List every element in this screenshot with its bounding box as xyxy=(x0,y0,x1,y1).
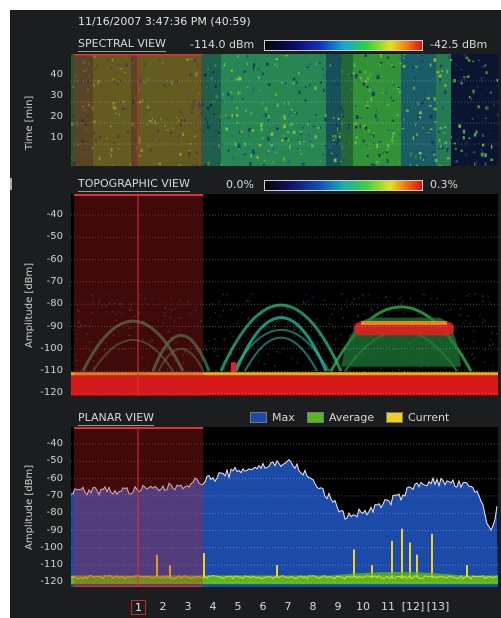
y-tick-label: -60 xyxy=(46,472,63,484)
channel-4[interactable]: 4 xyxy=(209,600,217,613)
y-tick-label: 20 xyxy=(50,111,63,122)
y-tick-label: -90 xyxy=(46,524,63,536)
topographic-scale-max: 0.3% xyxy=(430,178,458,191)
planar-plot[interactable] xyxy=(71,427,498,587)
channel-5[interactable]: 5 xyxy=(234,600,242,613)
channel-10[interactable]: 10 xyxy=(356,600,370,613)
legend-max-label: Max xyxy=(272,411,295,424)
topographic-scale-min: 0.0% xyxy=(226,178,254,191)
channel-2[interactable]: 2 xyxy=(159,600,167,613)
y-tick-label: -100 xyxy=(40,342,63,354)
legend-current-label: Current xyxy=(408,411,450,424)
y-tick-label: -110 xyxy=(40,365,63,377)
y-tick-label: -60 xyxy=(46,253,63,265)
legend-average: Average xyxy=(307,411,374,424)
channel-8[interactable]: 8 xyxy=(309,600,317,613)
legend-current-swatch xyxy=(386,412,403,423)
channel-6[interactable]: 6 xyxy=(259,600,267,613)
y-tick-label: -80 xyxy=(46,507,63,519)
y-tick-label: -90 xyxy=(46,320,63,332)
spectral-view-title: SPECTRAL VIEW xyxy=(78,37,166,52)
topographic-plot[interactable] xyxy=(71,194,498,396)
spectrum-analyzer-window: 11/16/2007 3:47:36 PM (40:59) SPECTRAL V… xyxy=(10,10,501,618)
y-tick-label: 40 xyxy=(50,69,63,80)
topographic-color-scale xyxy=(264,180,423,191)
y-tick-label: -70 xyxy=(46,275,63,287)
y-tick-label: 30 xyxy=(50,90,63,101)
y-tick-label: -50 xyxy=(46,455,63,467)
channel-9[interactable]: 9 xyxy=(334,600,342,613)
legend-max: Max xyxy=(250,411,295,424)
channel-1[interactable]: 1 xyxy=(131,600,146,615)
edge-marker xyxy=(10,178,12,190)
legend-average-label: Average xyxy=(329,411,375,424)
topographic-view-title: TOPOGRAPHIC VIEW xyxy=(78,177,190,192)
y-tick-label: -120 xyxy=(40,387,63,399)
spectral-plot[interactable] xyxy=(71,54,498,166)
spectral-scale-min: -114.0 dBm xyxy=(190,38,255,51)
spectral-color-scale xyxy=(264,40,423,51)
y-tick-label: -100 xyxy=(40,541,63,553)
legend-average-swatch xyxy=(307,412,324,423)
y-tick-label: -40 xyxy=(46,209,63,220)
legend-current: Current xyxy=(386,411,449,424)
channel-13[interactable]: [13] xyxy=(426,600,450,613)
planar-view-title: PLANAR VIEW xyxy=(78,411,155,426)
channel-7[interactable]: 7 xyxy=(284,600,292,613)
y-tick-label: -40 xyxy=(46,438,63,449)
y-tick-label: 10 xyxy=(50,132,63,143)
channel-3[interactable]: 3 xyxy=(184,600,192,613)
timestamp: 11/16/2007 3:47:36 PM (40:59) xyxy=(78,15,251,28)
y-tick-label: -70 xyxy=(46,489,63,501)
channel-11[interactable]: 11 xyxy=(381,600,395,613)
legend-max-swatch xyxy=(250,412,267,423)
y-tick-label: -50 xyxy=(46,231,63,243)
y-tick-label: -80 xyxy=(46,298,63,310)
spectral-scale-max: -42.5 dBm xyxy=(430,38,488,51)
channel-12[interactable]: [12] xyxy=(401,600,425,613)
y-tick-label: -120 xyxy=(40,576,63,588)
y-tick-label: -110 xyxy=(40,559,63,571)
